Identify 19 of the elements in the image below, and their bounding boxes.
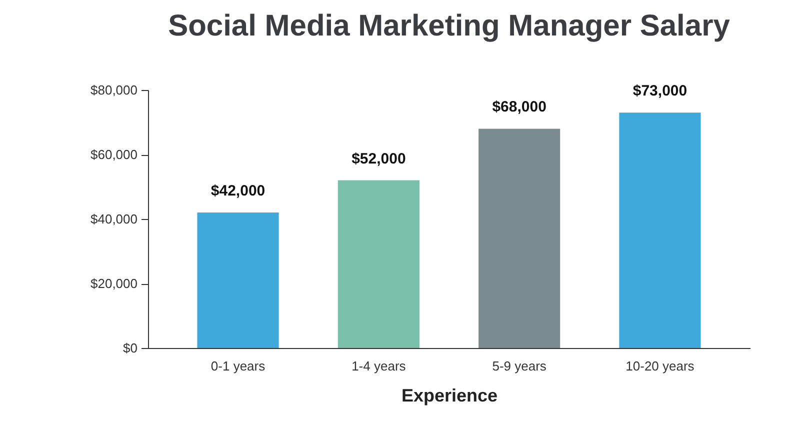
x-tick-label: 0-1 years [210, 358, 266, 374]
x-tick-label: 1-4 years [352, 358, 406, 374]
bar [478, 128, 560, 348]
x-tick-label: 5-9 years [492, 358, 547, 374]
y-tick-label: $60,000 [90, 147, 138, 162]
data-label: $52,000 [352, 150, 406, 168]
y-tick-label: $20,000 [90, 276, 138, 291]
data-label: $42,000 [210, 182, 266, 200]
y-tick-label: $80,000 [90, 82, 138, 98]
bar [338, 180, 420, 348]
x-axis-title: Experience [401, 386, 498, 406]
data-label: $68,000 [492, 98, 546, 116]
y-tick-label: $0 [123, 340, 138, 356]
y-tick-label: $40,000 [90, 212, 138, 226]
bar [619, 112, 701, 348]
bar [197, 212, 279, 348]
x-tick-label: 10-20 years [626, 358, 695, 374]
chart-title: Social Media Marketing Manager Salary [168, 10, 730, 43]
data-label: $73,000 [632, 82, 688, 100]
